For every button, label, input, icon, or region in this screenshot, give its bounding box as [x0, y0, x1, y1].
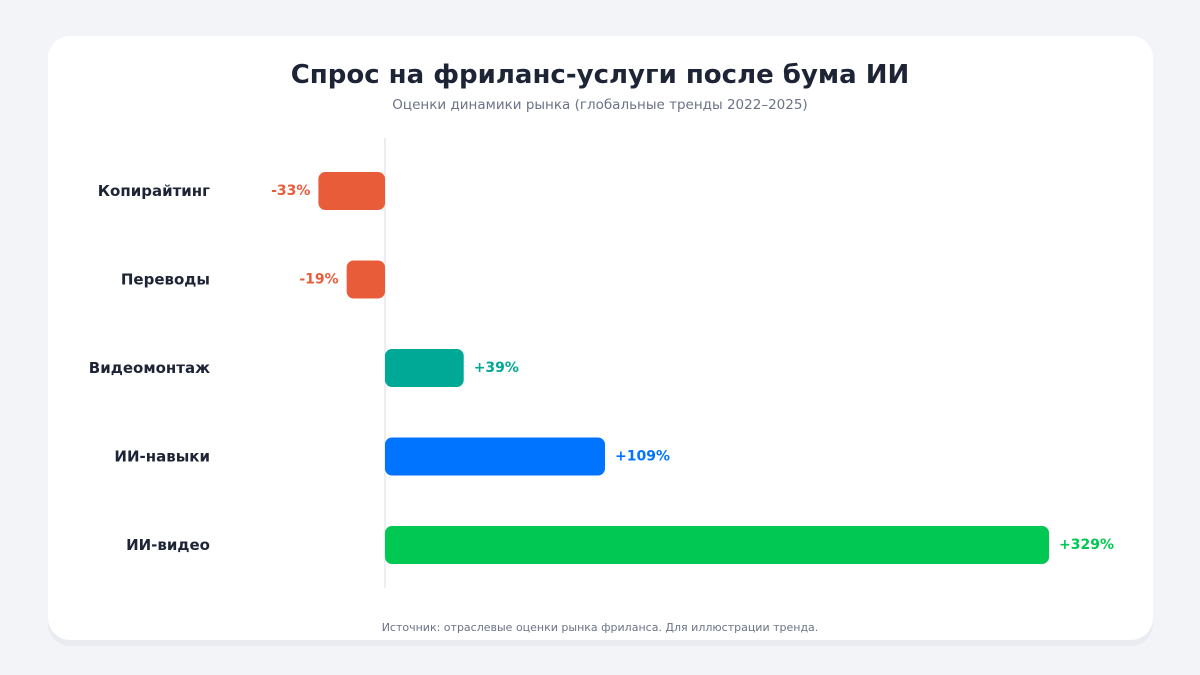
category-label: Переводы [121, 271, 210, 289]
category-label: ИИ-навыки [114, 448, 210, 466]
value-label: +109% [615, 449, 670, 465]
bar [385, 437, 605, 476]
value-label: +329% [1059, 537, 1114, 553]
category-label: Видеомонтаж [89, 359, 210, 377]
chart-title: Спрос на фриланс-услуги после бума ИИ [290, 60, 910, 90]
category-label: Копирайтинг [98, 182, 210, 200]
bar [318, 172, 385, 210]
value-label: +39% [474, 360, 519, 376]
chart-subtitle: Оценки динамики рынка (глобальные тренды… [392, 97, 808, 113]
bar [385, 349, 464, 387]
value-label: -19% [299, 272, 338, 288]
category-label: ИИ-видео [126, 536, 210, 554]
value-label: -33% [271, 183, 310, 199]
bar [346, 260, 385, 299]
bar [385, 526, 1049, 564]
source-note: Источник: отраслевые оценки рынка фрилан… [381, 621, 819, 634]
